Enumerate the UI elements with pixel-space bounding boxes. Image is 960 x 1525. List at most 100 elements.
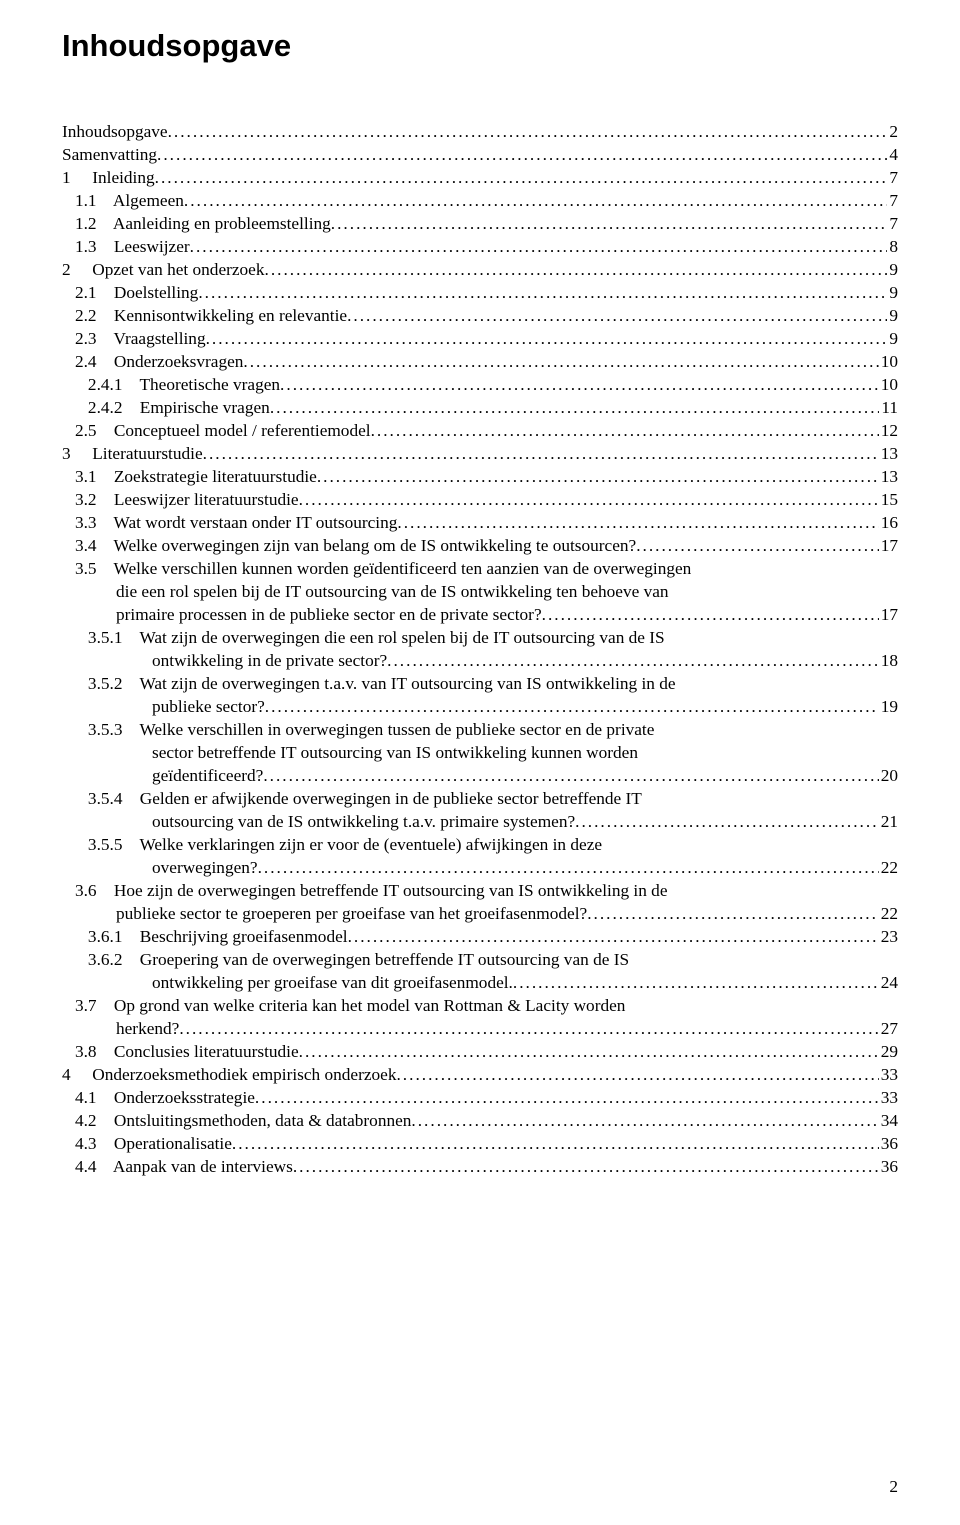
toc-line: 4 Onderzoeksmethodiek empirisch onderzoe…	[62, 1063, 898, 1086]
toc-entry-page: 7	[887, 212, 898, 235]
toc-line: 3.3 Wat wordt verstaan onder IT outsourc…	[62, 511, 898, 534]
toc-dot-leader	[280, 373, 879, 396]
toc-entry-label: 3.6 Hoe zijn de overwegingen betreffende…	[62, 879, 668, 902]
toc-entry-label: outsourcing van de IS ontwikkeling t.a.v…	[152, 810, 575, 833]
toc-entry-page: 12	[879, 419, 898, 442]
toc-line: 3 Literatuurstudie 13	[62, 442, 898, 465]
toc-entry-page: 22	[879, 856, 898, 879]
toc-line: 3.6.2 Groepering van de overwegingen bet…	[62, 948, 898, 971]
toc-dot-leader	[542, 603, 879, 626]
toc-dot-leader	[636, 534, 879, 557]
toc-entry-page: 10	[879, 373, 898, 396]
toc-entry-page: 33	[879, 1086, 898, 1109]
toc-line: 1 Inleiding 7	[62, 166, 898, 189]
toc-entry-label: 4.1 Onderzoeksstrategie	[62, 1086, 255, 1109]
toc-line: 4.3 Operationalisatie 36	[62, 1132, 898, 1155]
toc-line: 2.5 Conceptueel model / referentiemodel …	[62, 419, 898, 442]
toc-entry-page: 23	[879, 925, 898, 948]
toc-line: overwegingen? 22	[62, 856, 898, 879]
toc-entry-page: 8	[887, 235, 898, 258]
toc-line: 1.2 Aanleiding en probleemstelling 7	[62, 212, 898, 235]
toc-dot-leader	[347, 304, 887, 327]
toc-entry-label: 3.5.1 Wat zijn de overwegingen die een r…	[62, 626, 665, 649]
toc-entry-page: 2	[887, 120, 898, 143]
toc-line: Samenvatting 4	[62, 143, 898, 166]
page-number: 2	[889, 1477, 898, 1497]
toc-dot-leader	[397, 511, 878, 534]
toc-line: 3.1 Zoekstrategie literatuurstudie 13	[62, 465, 898, 488]
toc-line: 2.2 Kennisontwikkeling en relevantie 9	[62, 304, 898, 327]
toc-entry-label: herkend?	[116, 1017, 179, 1040]
toc-dot-leader	[317, 465, 879, 488]
toc-line: publieke sector te groeperen per groeifa…	[62, 902, 898, 925]
toc-entry-label: 3.5.2 Wat zijn de overwegingen t.a.v. va…	[62, 672, 676, 695]
toc-line: 3.8 Conclusies literatuurstudie 29	[62, 1040, 898, 1063]
toc-line: 2.4 Onderzoeksvragen 10	[62, 350, 898, 373]
toc-dot-leader	[348, 925, 879, 948]
toc-dot-leader	[206, 327, 888, 350]
toc-dot-leader	[190, 235, 888, 258]
toc-line: 3.4 Welke overwegingen zijn van belang o…	[62, 534, 898, 557]
toc-line: publieke sector? 19	[62, 695, 898, 718]
toc-line: geïdentificeerd? 20	[62, 764, 898, 787]
toc-dot-leader	[243, 350, 878, 373]
toc-line: 2 Opzet van het onderzoek 9	[62, 258, 898, 281]
toc-line: 4.1 Onderzoeksstrategie 33	[62, 1086, 898, 1109]
toc-entry-page: 33	[879, 1063, 898, 1086]
toc-line: 3.5 Welke verschillen kunnen worden geïd…	[62, 557, 898, 580]
toc-entry-page: 9	[887, 304, 898, 327]
toc-entry-page: 21	[879, 810, 898, 833]
toc-line: 3.5.4 Gelden er afwijkende overwegingen …	[62, 787, 898, 810]
toc-entry-label: sector betreffende IT outsourcing van IS…	[152, 741, 638, 764]
toc-entry-label: die een rol spelen bij de IT outsourcing…	[116, 580, 669, 603]
toc-dot-leader	[265, 258, 888, 281]
toc-entry-label: 2.5 Conceptueel model / referentiemodel	[62, 419, 371, 442]
toc-entry-page: 9	[887, 281, 898, 304]
toc-entry-label: 3.5.3 Welke verschillen in overwegingen …	[62, 718, 654, 741]
toc-entry-page: 13	[879, 465, 898, 488]
toc-entry-label: ontwikkeling in de private sector?	[152, 649, 387, 672]
toc-dot-leader	[575, 810, 879, 833]
toc-entry-label: 3.2 Leeswijzer literatuurstudie	[62, 488, 299, 511]
toc-line: die een rol spelen bij de IT outsourcing…	[62, 580, 898, 603]
toc-dot-leader	[270, 396, 880, 419]
toc-dot-leader	[513, 971, 879, 994]
toc-entry-label: 4.4 Aanpak van de interviews	[62, 1155, 293, 1178]
toc-entry-label: 3.7 Op grond van welke criteria kan het …	[62, 994, 625, 1017]
toc-dot-leader	[396, 1063, 878, 1086]
toc-entry-label: 2.3 Vraagstelling	[62, 327, 206, 350]
toc-entry-page: 19	[879, 695, 898, 718]
toc-line: 3.5.1 Wat zijn de overwegingen die een r…	[62, 626, 898, 649]
toc-entry-label: publieke sector?	[152, 695, 265, 718]
toc-entry-page: 11	[879, 396, 898, 419]
toc-entry-page: 36	[879, 1155, 898, 1178]
toc-entry-page: 7	[887, 166, 898, 189]
toc-entry-page: 20	[879, 764, 898, 787]
toc-entry-label: primaire processen in de publieke sector…	[116, 603, 542, 626]
table-of-contents: Inhoudsopgave 2Samenvatting 41 Inleiding…	[62, 120, 898, 1178]
toc-entry-label: geïdentificeerd?	[152, 764, 263, 787]
toc-line: 2.1 Doelstelling 9	[62, 281, 898, 304]
toc-dot-leader	[587, 902, 879, 925]
toc-line: ontwikkeling in de private sector? 18	[62, 649, 898, 672]
toc-entry-label: 1.1 Algemeen	[62, 189, 184, 212]
toc-entry-page: 17	[879, 534, 898, 557]
toc-entry-page: 9	[887, 327, 898, 350]
page-title: Inhoudsopgave	[62, 28, 898, 64]
toc-line: 4.2 Ontsluitingsmethoden, data & databro…	[62, 1109, 898, 1132]
toc-line: 2.4.2 Empirische vragen 11	[62, 396, 898, 419]
toc-line: ontwikkeling per groeifase van dit groei…	[62, 971, 898, 994]
toc-entry-page: 7	[887, 189, 898, 212]
toc-entry-label: 4.3 Operationalisatie	[62, 1132, 232, 1155]
toc-entry-label: 2.2 Kennisontwikkeling en relevantie	[62, 304, 347, 327]
toc-entry-label: 2 Opzet van het onderzoek	[62, 258, 265, 281]
toc-entry-label: 2.4 Onderzoeksvragen	[62, 350, 243, 373]
toc-entry-label: 3.1 Zoekstrategie literatuurstudie	[62, 465, 317, 488]
toc-entry-label: Inhoudsopgave	[62, 120, 168, 143]
toc-entry-page: 18	[879, 649, 898, 672]
toc-entry-label: ontwikkeling per groeifase van dit groei…	[152, 971, 513, 994]
toc-entry-label: overwegingen?	[152, 856, 258, 879]
toc-entry-page: 4	[887, 143, 898, 166]
toc-entry-page: 17	[879, 603, 898, 626]
toc-dot-leader	[331, 212, 888, 235]
